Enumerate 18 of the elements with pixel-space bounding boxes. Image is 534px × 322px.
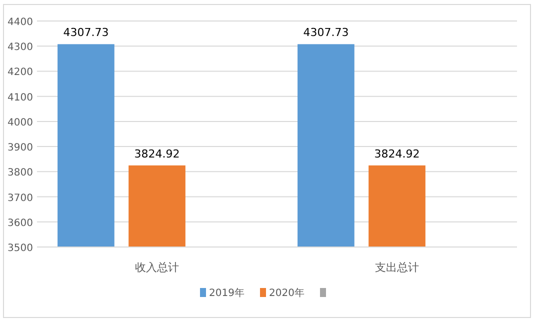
y-tick-label: 4000 bbox=[8, 117, 33, 128]
y-tick-label: 3900 bbox=[8, 142, 33, 154]
y-tick-label: 4100 bbox=[8, 92, 33, 104]
legend-label: 2020年 bbox=[269, 287, 304, 299]
data-label: 4307.73 bbox=[303, 26, 349, 40]
data-label: 4307.73 bbox=[63, 26, 109, 40]
y-tick-label: 4200 bbox=[8, 67, 33, 78]
y-tick-label: 3800 bbox=[8, 168, 33, 179]
data-label: 3824.92 bbox=[374, 147, 420, 160]
y-tick-label: 3600 bbox=[8, 218, 33, 229]
x-tick-label: 收入总计 bbox=[135, 261, 179, 274]
y-tick-label: 4400 bbox=[8, 17, 33, 28]
legend-label: 2019年 bbox=[209, 287, 244, 299]
x-tick-label: 支出总计 bbox=[375, 261, 419, 274]
y-tick-label: 3500 bbox=[8, 243, 33, 254]
y-tick-label: 4300 bbox=[8, 42, 33, 54]
data-label: 3824.92 bbox=[134, 147, 180, 160]
y-tick-label: 3700 bbox=[8, 192, 33, 204]
